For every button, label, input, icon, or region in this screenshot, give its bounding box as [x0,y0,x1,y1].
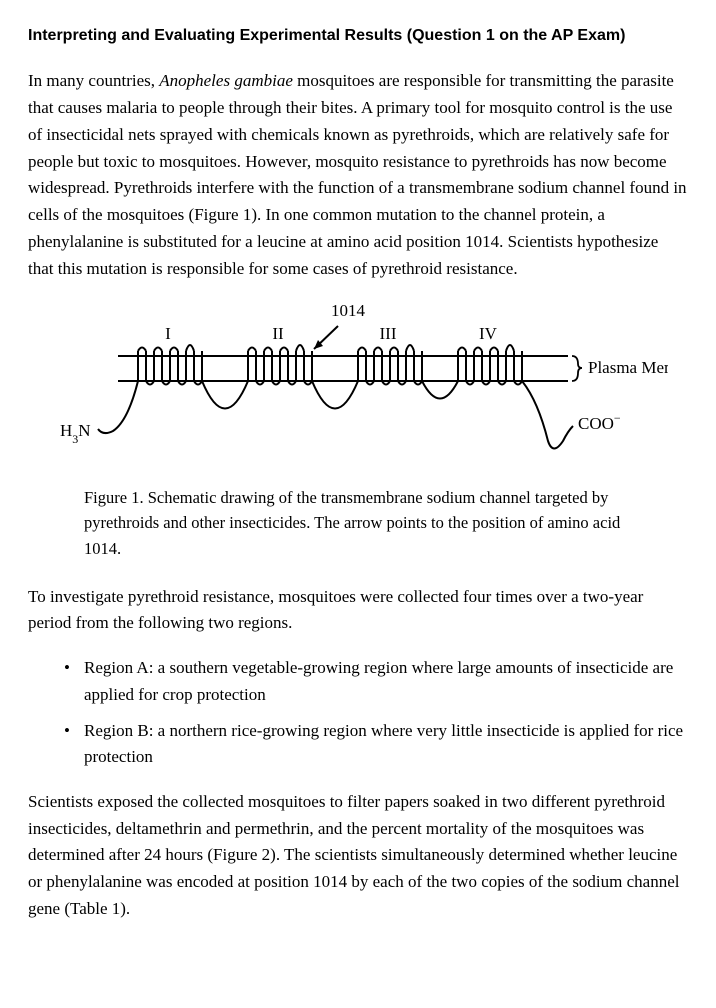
sodium-channel-diagram: 1014 I II III IV Plasma Membrane H3N COO… [48,301,668,471]
results-paragraph: Scientists exposed the collected mosquit… [28,789,688,923]
para1-text-b: mosquitoes are responsible for transmitt… [28,71,687,278]
roman-I: I [165,324,171,343]
species-name: Anopheles gambiae [159,71,293,90]
region-list: Region A: a southern vegetable-growing r… [64,655,688,770]
para1-text-a: In many countries, [28,71,159,90]
methods-paragraph: To investigate pyrethroid resistance, mo… [28,584,688,638]
plasma-membrane-label: Plasma Membrane [588,358,668,377]
list-item: Region A: a southern vegetable-growing r… [64,655,688,708]
roman-IV: IV [479,324,498,343]
label-1014: 1014 [331,301,366,320]
n-terminus-label: H3N [60,421,91,446]
roman-III: III [380,324,397,343]
c-terminus-label: COO− [578,411,621,433]
page-title: Interpreting and Evaluating Experimental… [28,24,688,48]
figure-1-caption: Figure 1. Schematic drawing of the trans… [84,485,648,562]
intro-paragraph: In many countries, Anopheles gambiae mos… [28,68,688,283]
figure-1: 1014 I II III IV Plasma Membrane H3N COO… [28,301,688,562]
list-item: Region B: a northern rice-growing region… [64,718,688,771]
roman-II: II [272,324,284,343]
